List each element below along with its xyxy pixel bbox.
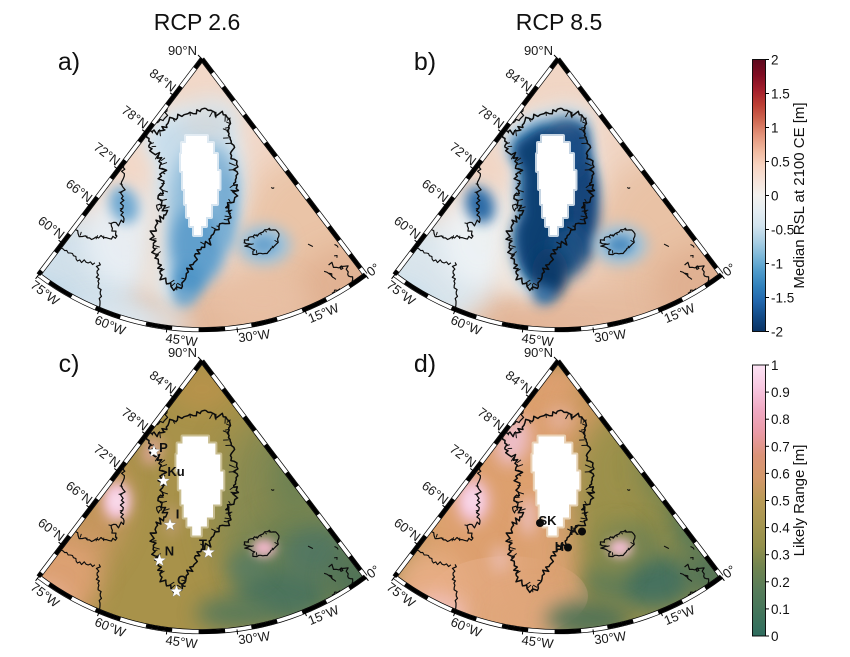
svg-text:c): c) [59,350,80,378]
svg-text:2: 2 [771,53,779,68]
svg-text:45°W: 45°W [521,330,555,349]
svg-text:-1: -1 [771,257,783,272]
svg-text:0.7: 0.7 [771,439,790,454]
svg-text:0: 0 [771,629,779,644]
svg-text:b): b) [414,48,436,76]
svg-text:90°N: 90°N [524,345,553,360]
svg-text:H: H [555,539,564,554]
svg-text:a): a) [58,48,80,76]
svg-text:K: K [570,523,580,538]
svg-text:RCP 8.5: RCP 8.5 [516,9,603,35]
svg-text:Ku: Ku [167,464,184,479]
svg-text:Likely Range [m]: Likely Range [m] [791,445,808,557]
svg-text:Median RSL at 2100 CE [m]: Median RSL at 2100 CE [m] [791,102,808,288]
svg-text:SK: SK [538,513,557,528]
svg-text:90°N: 90°N [168,43,197,58]
svg-text:Q: Q [177,573,187,588]
svg-text:30°W: 30°W [237,326,271,345]
svg-text:I: I [176,507,180,522]
svg-text:45°W: 45°W [165,330,199,349]
svg-text:45°W: 45°W [521,632,555,651]
svg-text:0.4: 0.4 [771,521,790,536]
svg-text:1.5: 1.5 [771,87,790,102]
svg-text:RCP 2.6: RCP 2.6 [154,9,241,35]
svg-text:0.6: 0.6 [771,466,790,481]
svg-text:1: 1 [771,121,779,136]
svg-text:0: 0 [771,189,779,204]
svg-text:0.1: 0.1 [771,602,790,617]
svg-text:0.5: 0.5 [771,494,790,509]
svg-text:T: T [199,537,207,552]
svg-text:d): d) [414,350,436,378]
svg-text:-0.5: -0.5 [771,223,794,238]
svg-text:30°W: 30°W [237,628,271,647]
svg-text:0.9: 0.9 [771,385,790,400]
svg-text:0.2: 0.2 [771,575,790,590]
svg-text:N: N [165,544,174,559]
svg-text:-1.5: -1.5 [771,291,794,306]
svg-text:90°N: 90°N [524,43,553,58]
svg-text:0.5: 0.5 [771,155,790,170]
svg-text:45°W: 45°W [165,632,199,651]
svg-text:1: 1 [771,358,779,373]
svg-text:0.3: 0.3 [771,548,790,563]
svg-text:90°N: 90°N [168,345,197,360]
svg-text:30°W: 30°W [593,326,627,345]
svg-text:30°W: 30°W [593,628,627,647]
svg-text:0.8: 0.8 [771,412,790,427]
svg-text:-2: -2 [771,325,783,340]
svg-text:P: P [159,440,168,455]
